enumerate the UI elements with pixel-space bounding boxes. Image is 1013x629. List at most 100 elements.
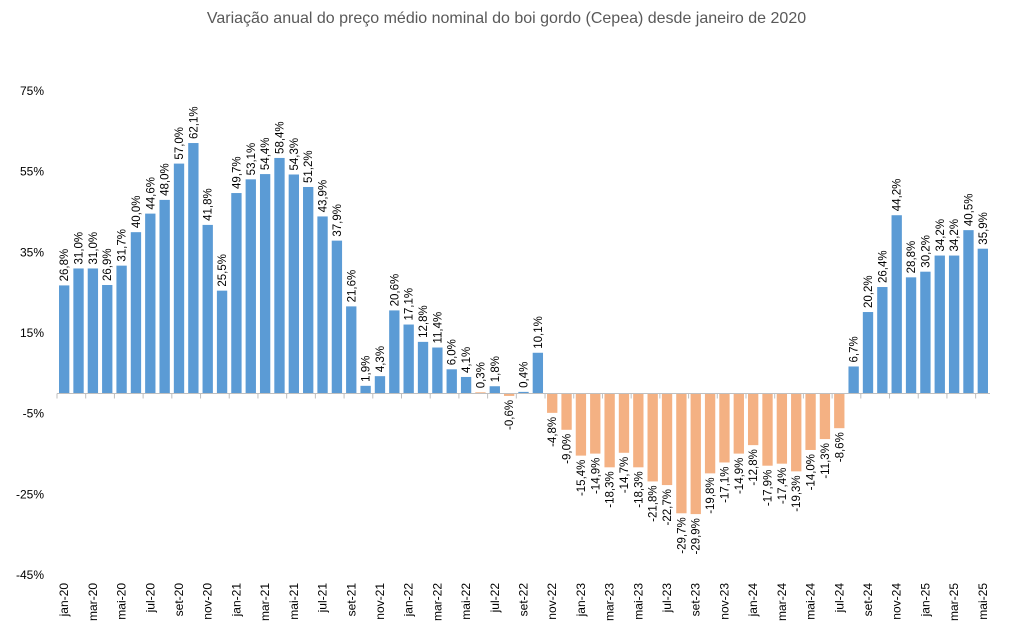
- data-label: 26,9%: [102, 248, 114, 281]
- bar: [905, 277, 917, 394]
- data-label: -29,7%: [676, 517, 688, 553]
- bar: [216, 290, 228, 394]
- data-label: 40,5%: [963, 194, 975, 227]
- data-label: 6,7%: [849, 336, 861, 362]
- bar: [733, 393, 744, 454]
- bar: [518, 391, 529, 394]
- data-label: 54,3%: [289, 138, 301, 171]
- data-label: 43,9%: [318, 180, 330, 213]
- data-label: -18,3%: [633, 471, 645, 507]
- bar: [762, 393, 773, 466]
- data-label: 12,8%: [418, 305, 430, 338]
- data-label: -21,8%: [648, 485, 660, 521]
- data-label: 30,2%: [920, 235, 932, 268]
- bar: [848, 366, 859, 394]
- bar: [819, 393, 831, 440]
- data-label: -14,7%: [619, 457, 631, 493]
- data-label: 44,6%: [145, 177, 157, 210]
- data-label: 44,2%: [892, 179, 904, 212]
- bar: [159, 199, 170, 394]
- x-tick-label: mai-24: [804, 583, 818, 620]
- bar: [87, 268, 99, 394]
- data-label: 26,8%: [59, 249, 71, 282]
- bar: [862, 312, 874, 394]
- data-label: 20,2%: [863, 275, 875, 308]
- data-label: 37,9%: [332, 204, 344, 237]
- bar: [303, 186, 314, 394]
- data-label: 54,4%: [260, 137, 272, 170]
- data-label: 20,6%: [389, 274, 401, 307]
- bar: [288, 174, 300, 394]
- data-label: -17,4%: [777, 468, 789, 504]
- data-label: -9,0%: [562, 434, 574, 464]
- x-tick-label: jul-20: [143, 583, 157, 614]
- y-tick-label: 35%: [20, 245, 44, 259]
- data-label: 28,8%: [906, 241, 918, 274]
- data-label: 53,1%: [246, 143, 258, 176]
- x-tick-label: mai-20: [115, 583, 129, 620]
- data-label: 31,0%: [74, 232, 86, 265]
- bar: [360, 385, 371, 394]
- bar: [590, 393, 601, 454]
- data-label: 26,4%: [877, 250, 889, 283]
- bar: [791, 393, 802, 472]
- x-tick-label: jul-22: [488, 583, 502, 614]
- data-label: -14,9%: [734, 458, 746, 494]
- x-tick-label: set-23: [689, 583, 703, 617]
- bar: [331, 240, 343, 394]
- bar: [130, 232, 142, 394]
- bar: [963, 230, 974, 394]
- x-tick-label: nov-20: [201, 583, 215, 620]
- x-tick-label: nov-22: [545, 583, 559, 620]
- data-label: -11,3%: [820, 443, 832, 479]
- bar: [188, 143, 199, 394]
- data-label: -22,7%: [662, 489, 674, 525]
- x-tick-label: mar-23: [603, 583, 617, 621]
- y-tick-label: -25%: [16, 487, 44, 501]
- x-tick-label: nov-24: [890, 583, 904, 620]
- x-tick-label: jan-20: [57, 583, 71, 618]
- x-tick-label: mar-25: [947, 583, 961, 621]
- y-tick-label: -5%: [23, 407, 45, 421]
- x-tick-label: mai-21: [287, 583, 301, 620]
- bar: [834, 393, 845, 429]
- data-label: -14,0%: [806, 454, 818, 490]
- x-tick-label: jul-21: [316, 583, 330, 614]
- data-label: -19,8%: [705, 477, 717, 513]
- bar: [676, 393, 687, 514]
- bar: [317, 216, 328, 394]
- x-tick-label: jul-23: [660, 583, 674, 614]
- bar: [920, 271, 931, 394]
- data-label: 31,0%: [88, 232, 100, 265]
- data-label: 1,9%: [361, 356, 373, 382]
- bar: [346, 306, 357, 394]
- bar: [647, 393, 658, 482]
- bar: [73, 268, 84, 394]
- data-label: -19,3%: [791, 475, 803, 511]
- x-tick-label: jan-23: [574, 583, 588, 618]
- x-tick-label: set-24: [861, 583, 875, 617]
- bar: [403, 324, 414, 394]
- data-label: 41,8%: [203, 188, 215, 221]
- bar: [202, 224, 213, 394]
- bar: [503, 393, 515, 396]
- bar: [661, 393, 673, 486]
- x-tick-label: mai-25: [976, 583, 990, 620]
- y-tick-label: 15%: [20, 326, 44, 340]
- data-label: 51,2%: [303, 150, 315, 183]
- data-label: 4,1%: [461, 347, 473, 373]
- bar: [259, 174, 271, 394]
- bar: [805, 393, 816, 450]
- bar: [633, 393, 644, 468]
- bar: [532, 352, 544, 394]
- data-label: 6,0%: [447, 339, 459, 365]
- bar: [460, 376, 472, 394]
- bar: [389, 310, 400, 394]
- data-label: 34,2%: [949, 219, 961, 252]
- bar: [877, 287, 888, 394]
- data-label: 57,0%: [174, 127, 186, 160]
- data-label: 35,9%: [978, 212, 990, 245]
- bar: [690, 393, 701, 515]
- bar: [374, 376, 386, 394]
